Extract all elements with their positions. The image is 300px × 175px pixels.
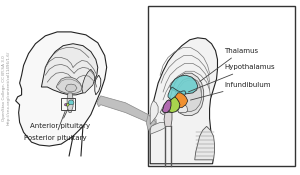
Polygon shape — [150, 101, 158, 124]
Polygon shape — [146, 115, 156, 130]
Polygon shape — [162, 100, 171, 113]
Polygon shape — [160, 103, 168, 115]
Polygon shape — [164, 113, 172, 126]
Text: Thalamus: Thalamus — [200, 48, 259, 81]
Polygon shape — [150, 38, 218, 164]
Polygon shape — [168, 87, 186, 101]
Polygon shape — [82, 69, 95, 93]
Polygon shape — [95, 75, 101, 95]
Polygon shape — [174, 78, 202, 112]
Polygon shape — [65, 84, 77, 92]
Text: Infundibulum: Infundibulum — [190, 82, 271, 100]
Polygon shape — [195, 126, 214, 160]
Polygon shape — [174, 93, 188, 108]
Bar — [148, 6, 295, 166]
Polygon shape — [170, 75, 198, 94]
Text: Hypothalamus: Hypothalamus — [188, 64, 275, 92]
Polygon shape — [68, 100, 74, 105]
Polygon shape — [170, 73, 204, 116]
Polygon shape — [178, 105, 188, 113]
Polygon shape — [167, 97, 180, 113]
Polygon shape — [67, 93, 73, 113]
Text: Posterior pituitary: Posterior pituitary — [24, 111, 86, 141]
Polygon shape — [97, 96, 156, 126]
Polygon shape — [56, 77, 82, 94]
Polygon shape — [16, 32, 107, 146]
Text: OpenStax College, CC BY-SA 3.0
http://cnx.org/content/col11496/1.6/: OpenStax College, CC BY-SA 3.0 http://cn… — [2, 51, 11, 125]
Circle shape — [64, 104, 67, 106]
Bar — [61, 98, 75, 110]
Polygon shape — [41, 44, 98, 95]
Text: Anterior pituitary: Anterior pituitary — [29, 109, 90, 129]
Polygon shape — [150, 122, 166, 134]
Circle shape — [66, 103, 69, 106]
